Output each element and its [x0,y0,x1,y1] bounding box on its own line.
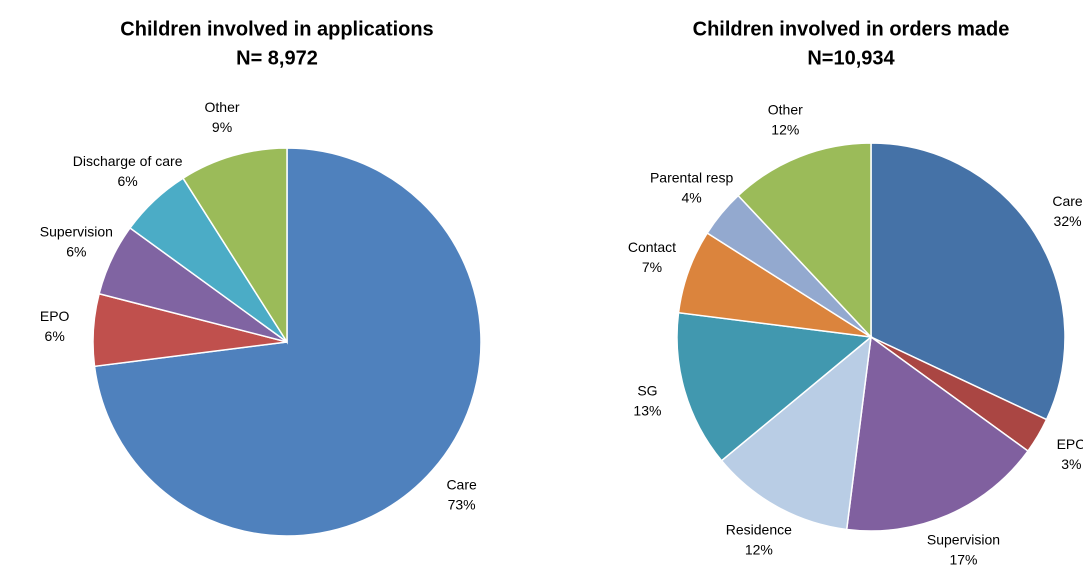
slice-label: Care [1052,193,1083,209]
pie-slice [182,147,288,345]
slice-value: 9% [212,119,232,135]
slice-label: Parental resp [650,169,733,185]
slice-label: Other [205,99,240,115]
slice-value: 7% [642,259,662,275]
slice-value: 73% [448,497,476,513]
slice-label: Discharge of care [73,153,183,169]
pie-slice [720,335,872,531]
slice-value: 13% [633,403,661,419]
slice-label: EPO [40,308,70,324]
slice-value: 6% [118,173,138,189]
slice-label: SG [637,383,657,399]
pie-slice [676,311,873,462]
slice-value: 32% [1054,213,1082,229]
slice-label: Care [446,477,477,493]
slice-label: EPO [1057,436,1083,452]
chart-title: Children involved in orders made [693,18,1010,40]
slice-value: 6% [66,244,86,260]
slice-value: 12% [771,121,799,137]
chart-subtitle: N=10,934 [807,47,895,69]
slice-value: 3% [1061,456,1081,472]
slice-label: Contact [628,239,676,255]
pie-slice [845,335,1029,532]
slice-label: Other [768,101,803,117]
slice-value: 6% [45,328,65,344]
chart-subtitle: N= 8,972 [236,47,318,69]
pie-slice [737,142,872,339]
slice-label: Supervision [927,531,1000,547]
slice-value: 17% [949,551,977,567]
pie-slice [870,142,1066,421]
slice-value: 4% [682,189,702,205]
chart-title: Children involved in applications [120,18,433,40]
slice-value: 12% [745,542,773,558]
slice-label: Residence [726,522,792,538]
slice-label: Supervision [40,224,113,240]
